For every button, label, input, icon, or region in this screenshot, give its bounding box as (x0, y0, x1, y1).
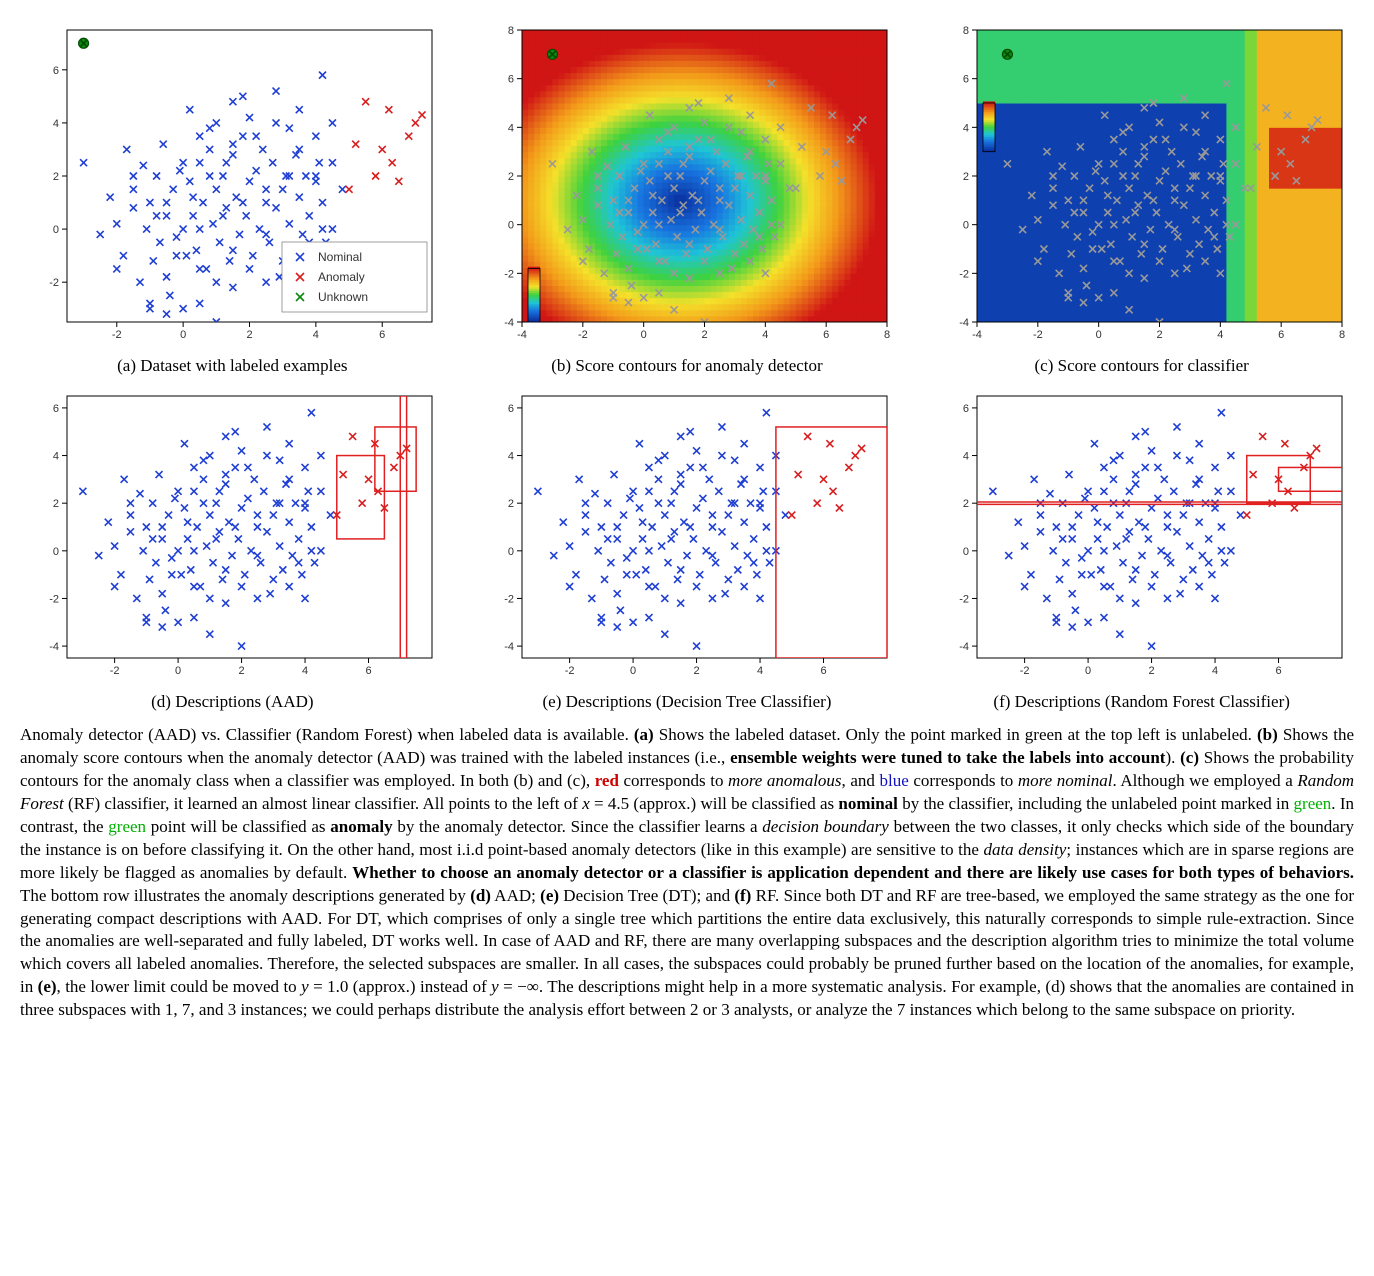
svg-text:Nominal: Nominal (318, 250, 362, 264)
svg-text:2: 2 (701, 329, 707, 341)
caption-f: (f) Descriptions (Random Forest Classifi… (993, 692, 1290, 712)
caption-c: (c) Score contours for classifier (1035, 356, 1249, 376)
caption-e: (e) Descriptions (Decision Tree Classifi… (543, 692, 832, 712)
svg-text:0: 0 (53, 224, 59, 236)
panel-f: -20246-4-20246 (f) Descriptions (Random … (929, 386, 1354, 712)
chart-b: -4 -2 0 2 4 6 8 -4 -2 0 2 4 6 8 (477, 20, 897, 350)
panel-c: -4-202468-4-202468 (c) Score contours fo… (929, 20, 1354, 376)
svg-text:-2: -2 (112, 329, 122, 341)
panel-b: -4 -2 0 2 4 6 8 -4 -2 0 2 4 6 8 (b) Score contours fo… (475, 20, 900, 376)
chart-d: -20246-4-20246 (22, 386, 442, 686)
panel-a: -2 0 2 4 6 -2 0 2 4 6 Nominal Anomaly Unknown (a) Da… (20, 20, 445, 376)
svg-text:-4: -4 (517, 329, 527, 341)
svg-text:6: 6 (53, 65, 59, 77)
svg-text:4: 4 (53, 118, 59, 130)
svg-text:4: 4 (313, 329, 319, 341)
panel-e: -20246-4-20246 (e) Descriptions (Decisio… (475, 386, 900, 712)
caption-b: (b) Score contours for anomaly detector (551, 356, 822, 376)
svg-text:0: 0 (508, 220, 514, 232)
svg-text:Unknown: Unknown (318, 290, 368, 304)
svg-text:2: 2 (247, 329, 253, 341)
svg-text:2: 2 (53, 171, 59, 183)
svg-text:-2: -2 (578, 329, 588, 341)
figure-description: Anomaly detector (AAD) vs. Classifier (R… (20, 724, 1354, 1022)
svg-text:8: 8 (884, 329, 890, 341)
svg-text:-2: -2 (50, 277, 60, 289)
svg-text:-4: -4 (504, 317, 514, 329)
svg-text:0: 0 (180, 329, 186, 341)
panel-d: -20246-4-20246 (d) Descriptions (AAD) (20, 386, 445, 712)
svg-text:6: 6 (823, 329, 829, 341)
svg-text:Anomaly: Anomaly (318, 270, 365, 284)
figure-grid: -2 0 2 4 6 -2 0 2 4 6 Nominal Anomaly Unknown (a) Da… (20, 20, 1354, 712)
svg-text:2: 2 (508, 171, 514, 183)
svg-text:-2: -2 (504, 268, 514, 280)
caption-a: (a) Dataset with labeled examples (117, 356, 347, 376)
chart-f: -20246-4-20246 (932, 386, 1352, 686)
chart-e: -20246-4-20246 (477, 386, 897, 686)
svg-text:4: 4 (508, 122, 514, 134)
svg-text:6: 6 (379, 329, 385, 341)
svg-text:4: 4 (762, 329, 768, 341)
svg-text:8: 8 (508, 25, 514, 37)
svg-text:0: 0 (641, 329, 647, 341)
chart-c: -4-202468-4-202468 (932, 20, 1352, 350)
caption-d: (d) Descriptions (AAD) (151, 692, 313, 712)
chart-a: -2 0 2 4 6 -2 0 2 4 6 Nominal Anomaly Unknown (22, 20, 442, 350)
svg-text:6: 6 (508, 74, 514, 86)
